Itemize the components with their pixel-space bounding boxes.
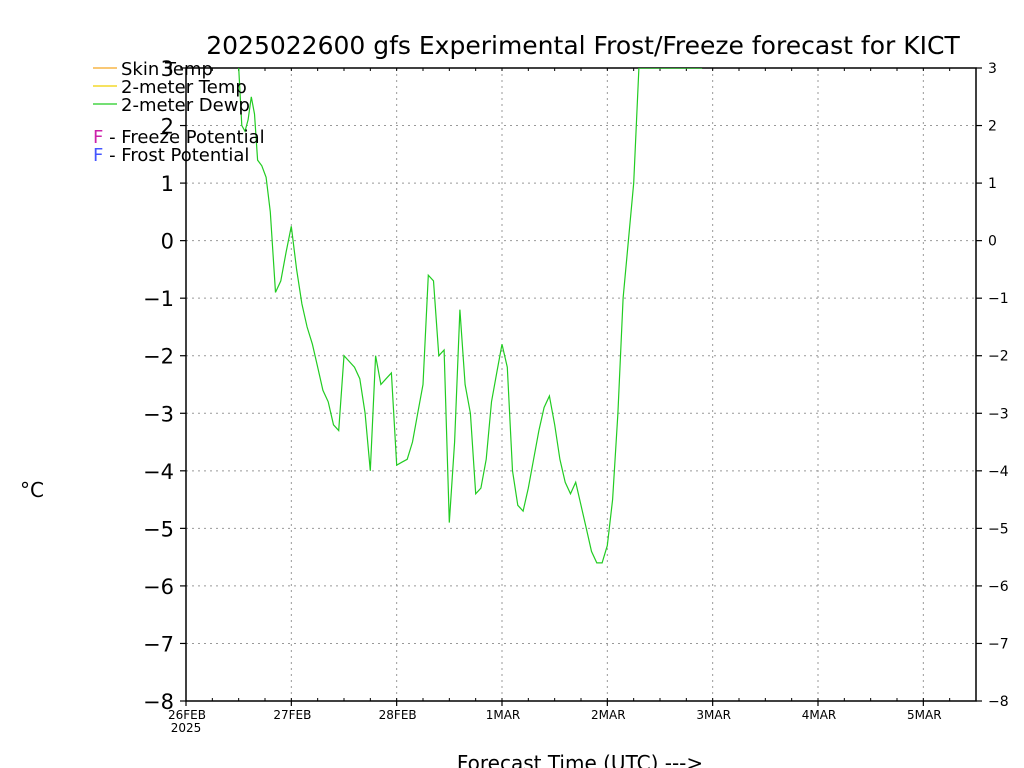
y-tick-label-right: −3: [988, 406, 1009, 422]
y-tick-label-right: −2: [988, 349, 1009, 365]
x-tick-label: 1MAR: [486, 708, 521, 722]
y-axis-label: °C: [20, 478, 44, 502]
y-tick-label-right: 2: [988, 119, 997, 135]
y-tick-label-right: −5: [988, 521, 1009, 537]
x-tick-label: 28FEB: [379, 708, 417, 722]
y-tick-label-right: −8: [988, 694, 1009, 710]
y-tick-label-right: −1: [988, 291, 1009, 307]
legend-label: 2-meter Temp: [121, 77, 247, 98]
y-axis-right: −8 −7 −6 −5 −4 −3 −2 −1 0 1 2 3: [976, 61, 1009, 710]
series-line-dewpoint: [238, 68, 703, 564]
x-axis-label: Forecast Time (UTC) --->: [457, 751, 703, 768]
legend-label: F - Freeze Potential: [93, 127, 265, 148]
y-tick-label: −2: [143, 345, 174, 369]
y-tick-label: −6: [143, 575, 174, 599]
x-tick-label: 3MAR: [696, 708, 731, 722]
x-tick-sublabel: 2025: [171, 721, 202, 735]
x-tick-label: 5MAR: [907, 708, 942, 722]
plot-frame: [185, 67, 977, 702]
y-tick-label: 3: [161, 57, 174, 81]
y-axis-left: −8 −7 −6 −5 −4 −3 −2 −1 0 1 2 3: [143, 57, 186, 714]
y-tick-label: −7: [143, 632, 174, 656]
y-tick-label: 0: [161, 230, 174, 254]
y-tick-label: 2: [161, 115, 174, 139]
y-tick-label-right: 3: [988, 61, 997, 77]
y-tick-label: −5: [143, 517, 174, 541]
y-tick-label-right: −6: [988, 579, 1009, 595]
chart-title: 2025022600 gfs Experimental Frost/Freeze…: [206, 31, 960, 60]
grid-lines: [186, 68, 976, 701]
y-tick-label-right: 0: [988, 234, 997, 250]
legend-label: Skin Temp: [121, 59, 213, 80]
x-tick-label: 27FEB: [273, 708, 311, 722]
legend-label: F - Frost Potential: [93, 145, 249, 166]
legend-label: 2-meter Dewp: [121, 95, 250, 116]
y-tick-label: 1: [161, 172, 174, 196]
x-tick-label: 26FEB: [168, 708, 206, 722]
y-tick-label-right: −4: [988, 464, 1009, 480]
series-layer: [238, 68, 703, 564]
y-tick-label: −1: [143, 287, 174, 311]
y-tick-label: −4: [143, 460, 174, 484]
x-tick-label: 2MAR: [591, 708, 626, 722]
x-tick-label: 4MAR: [802, 708, 837, 722]
y-tick-label: −3: [143, 402, 174, 426]
y-tick-label: −8: [143, 690, 174, 714]
y-tick-label-right: 1: [988, 176, 997, 192]
y-tick-label-right: −7: [988, 636, 1009, 652]
